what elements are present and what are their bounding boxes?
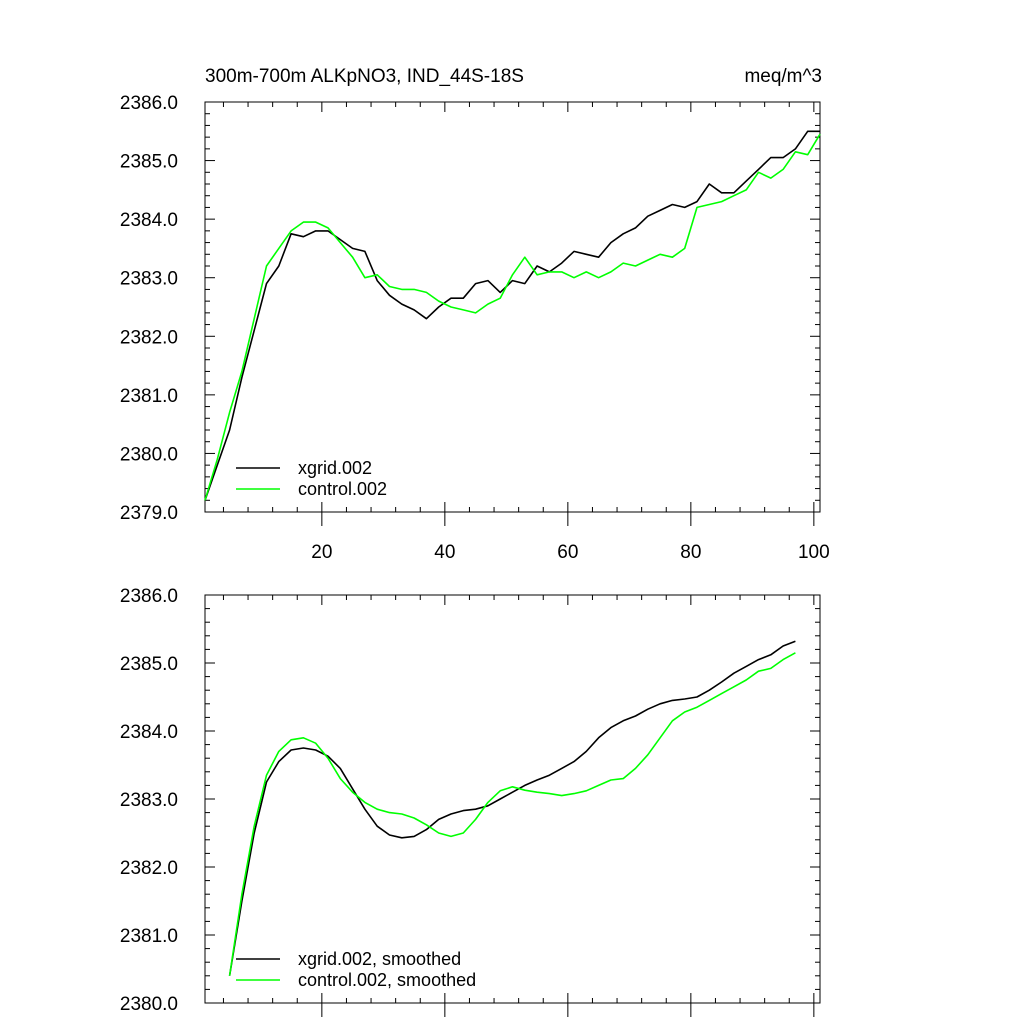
y-tick-label: 2381.0 [120,926,178,947]
x-tick-label: 80 [680,542,701,563]
y-tick-label: 2385.0 [120,152,178,173]
x-tick-label: 100 [798,542,830,563]
legend-label: xgrid.002 [298,458,372,478]
y-tick-label: 2382.0 [120,327,178,348]
y-tick-label: 2383.0 [120,269,178,290]
x-tick-label: 40 [434,542,455,563]
series-line-control [228,652,796,976]
y-tick-label: 2381.0 [120,386,178,407]
plot-frame [204,101,821,513]
y-tick-label: 2380.0 [120,444,178,465]
y-tick-label: 2386.0 [120,93,178,114]
series-line-control [204,133,821,501]
y-tick-label: 2385.0 [120,654,178,675]
y-tick-label: 2383.0 [120,790,178,811]
legend-label: xgrid.002, smoothed [298,949,461,969]
legend-label: control.002, smoothed [298,970,476,990]
units-label: meq/m^3 [744,66,822,87]
series-line-xgrid [204,130,820,501]
y-tick-label: 2384.0 [120,722,178,743]
y-tick-label: 2379.0 [120,503,178,524]
y-tick-label: 2380.0 [120,994,178,1015]
x-tick-label: 20 [311,542,332,563]
plot-frame [204,594,821,1004]
y-tick-label: 2386.0 [120,586,178,607]
top-panel: 2379.0 2380.0 2381.0 2382.0 2383.0 2384.0 2385… [120,93,830,563]
legend-label: control.002 [298,479,387,499]
bottom-panel: 2380.0 2381.0 2382.0 2383.0 2384.0 2385.0 2386… [120,586,821,1017]
y-tick-label: 2384.0 [120,210,178,231]
x-tick-label: 60 [557,542,578,563]
series-line-xgrid [228,640,796,976]
y-tick-label: 2382.0 [120,858,178,879]
chart-title: 300m-700m ALKpNO3, IND_44S-18S [205,66,524,87]
